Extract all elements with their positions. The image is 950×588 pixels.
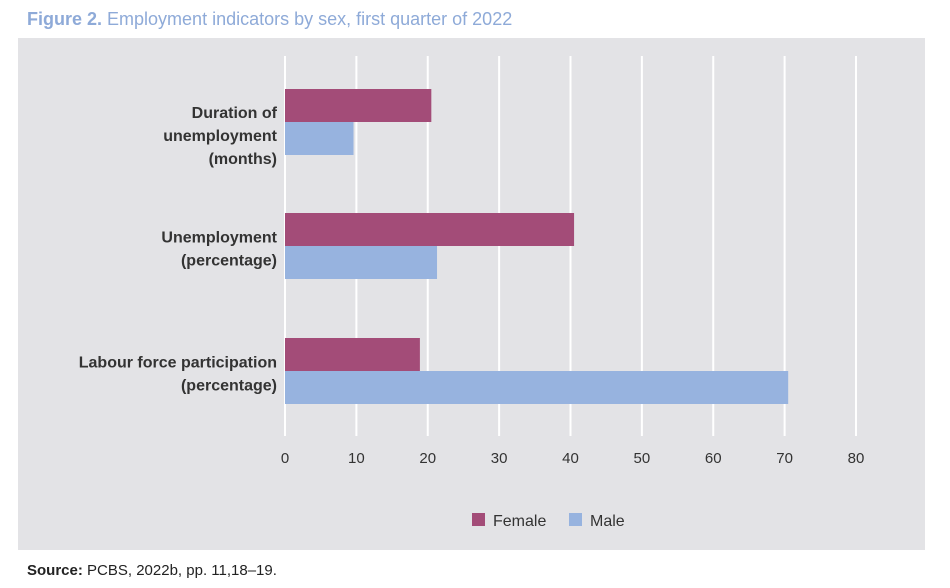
legend-label-female: Female bbox=[493, 513, 546, 530]
category-label-line: unemployment bbox=[163, 128, 277, 145]
category-label-line: (percentage) bbox=[181, 378, 277, 395]
category-label-line: (percentage) bbox=[181, 253, 277, 270]
category-label-line: Duration of bbox=[192, 105, 278, 122]
x-tick-label: 70 bbox=[776, 450, 793, 467]
legend-swatch-female bbox=[472, 513, 485, 526]
x-tick-label: 0 bbox=[281, 450, 289, 467]
figure-title: Figure 2. Employment indicators by sex, … bbox=[27, 9, 512, 30]
category-label: Duration of unemployment (months) bbox=[163, 105, 277, 168]
bar-male-2 bbox=[285, 371, 789, 404]
bar-chart: 0 10 20 30 40 50 60 70 80 Duration of unemployment… bbox=[79, 56, 865, 530]
bar-female-2 bbox=[285, 338, 420, 371]
bar-female-1 bbox=[285, 213, 575, 246]
legend-label-male: Male bbox=[590, 513, 625, 530]
legend-swatch-male bbox=[569, 513, 582, 526]
source-label: Source: bbox=[27, 562, 83, 579]
x-tick-label: 20 bbox=[419, 450, 436, 467]
x-tick-label: 80 bbox=[848, 450, 865, 467]
source-note: Source: PCBS, 2022b, pp. 11,18–19. bbox=[27, 562, 277, 579]
figure-title-text: Employment indicators by sex, first quar… bbox=[107, 9, 513, 29]
category-label-line: Labour force participation bbox=[79, 355, 277, 372]
x-tick-label: 40 bbox=[562, 450, 579, 467]
figure-number: Figure 2. bbox=[27, 9, 103, 29]
bar-female-0 bbox=[285, 89, 432, 122]
x-tick-label: 30 bbox=[491, 450, 508, 467]
bar-male-0 bbox=[285, 122, 354, 155]
source-text: PCBS, 2022b, pp. 11,18–19. bbox=[87, 562, 277, 579]
x-tick-label: 10 bbox=[348, 450, 365, 467]
bar-male-1 bbox=[285, 246, 438, 279]
x-tick-label: 50 bbox=[634, 450, 651, 467]
category-label-line: Unemployment bbox=[161, 230, 277, 247]
chart-panel: 0 10 20 30 40 50 60 70 80 Duration of unemployment… bbox=[18, 38, 925, 550]
category-label-line: (months) bbox=[209, 151, 277, 168]
x-tick-label: 60 bbox=[705, 450, 722, 467]
category-label: Labour force participation (percentage) bbox=[79, 355, 277, 395]
category-label: Unemployment (percentage) bbox=[161, 230, 277, 270]
